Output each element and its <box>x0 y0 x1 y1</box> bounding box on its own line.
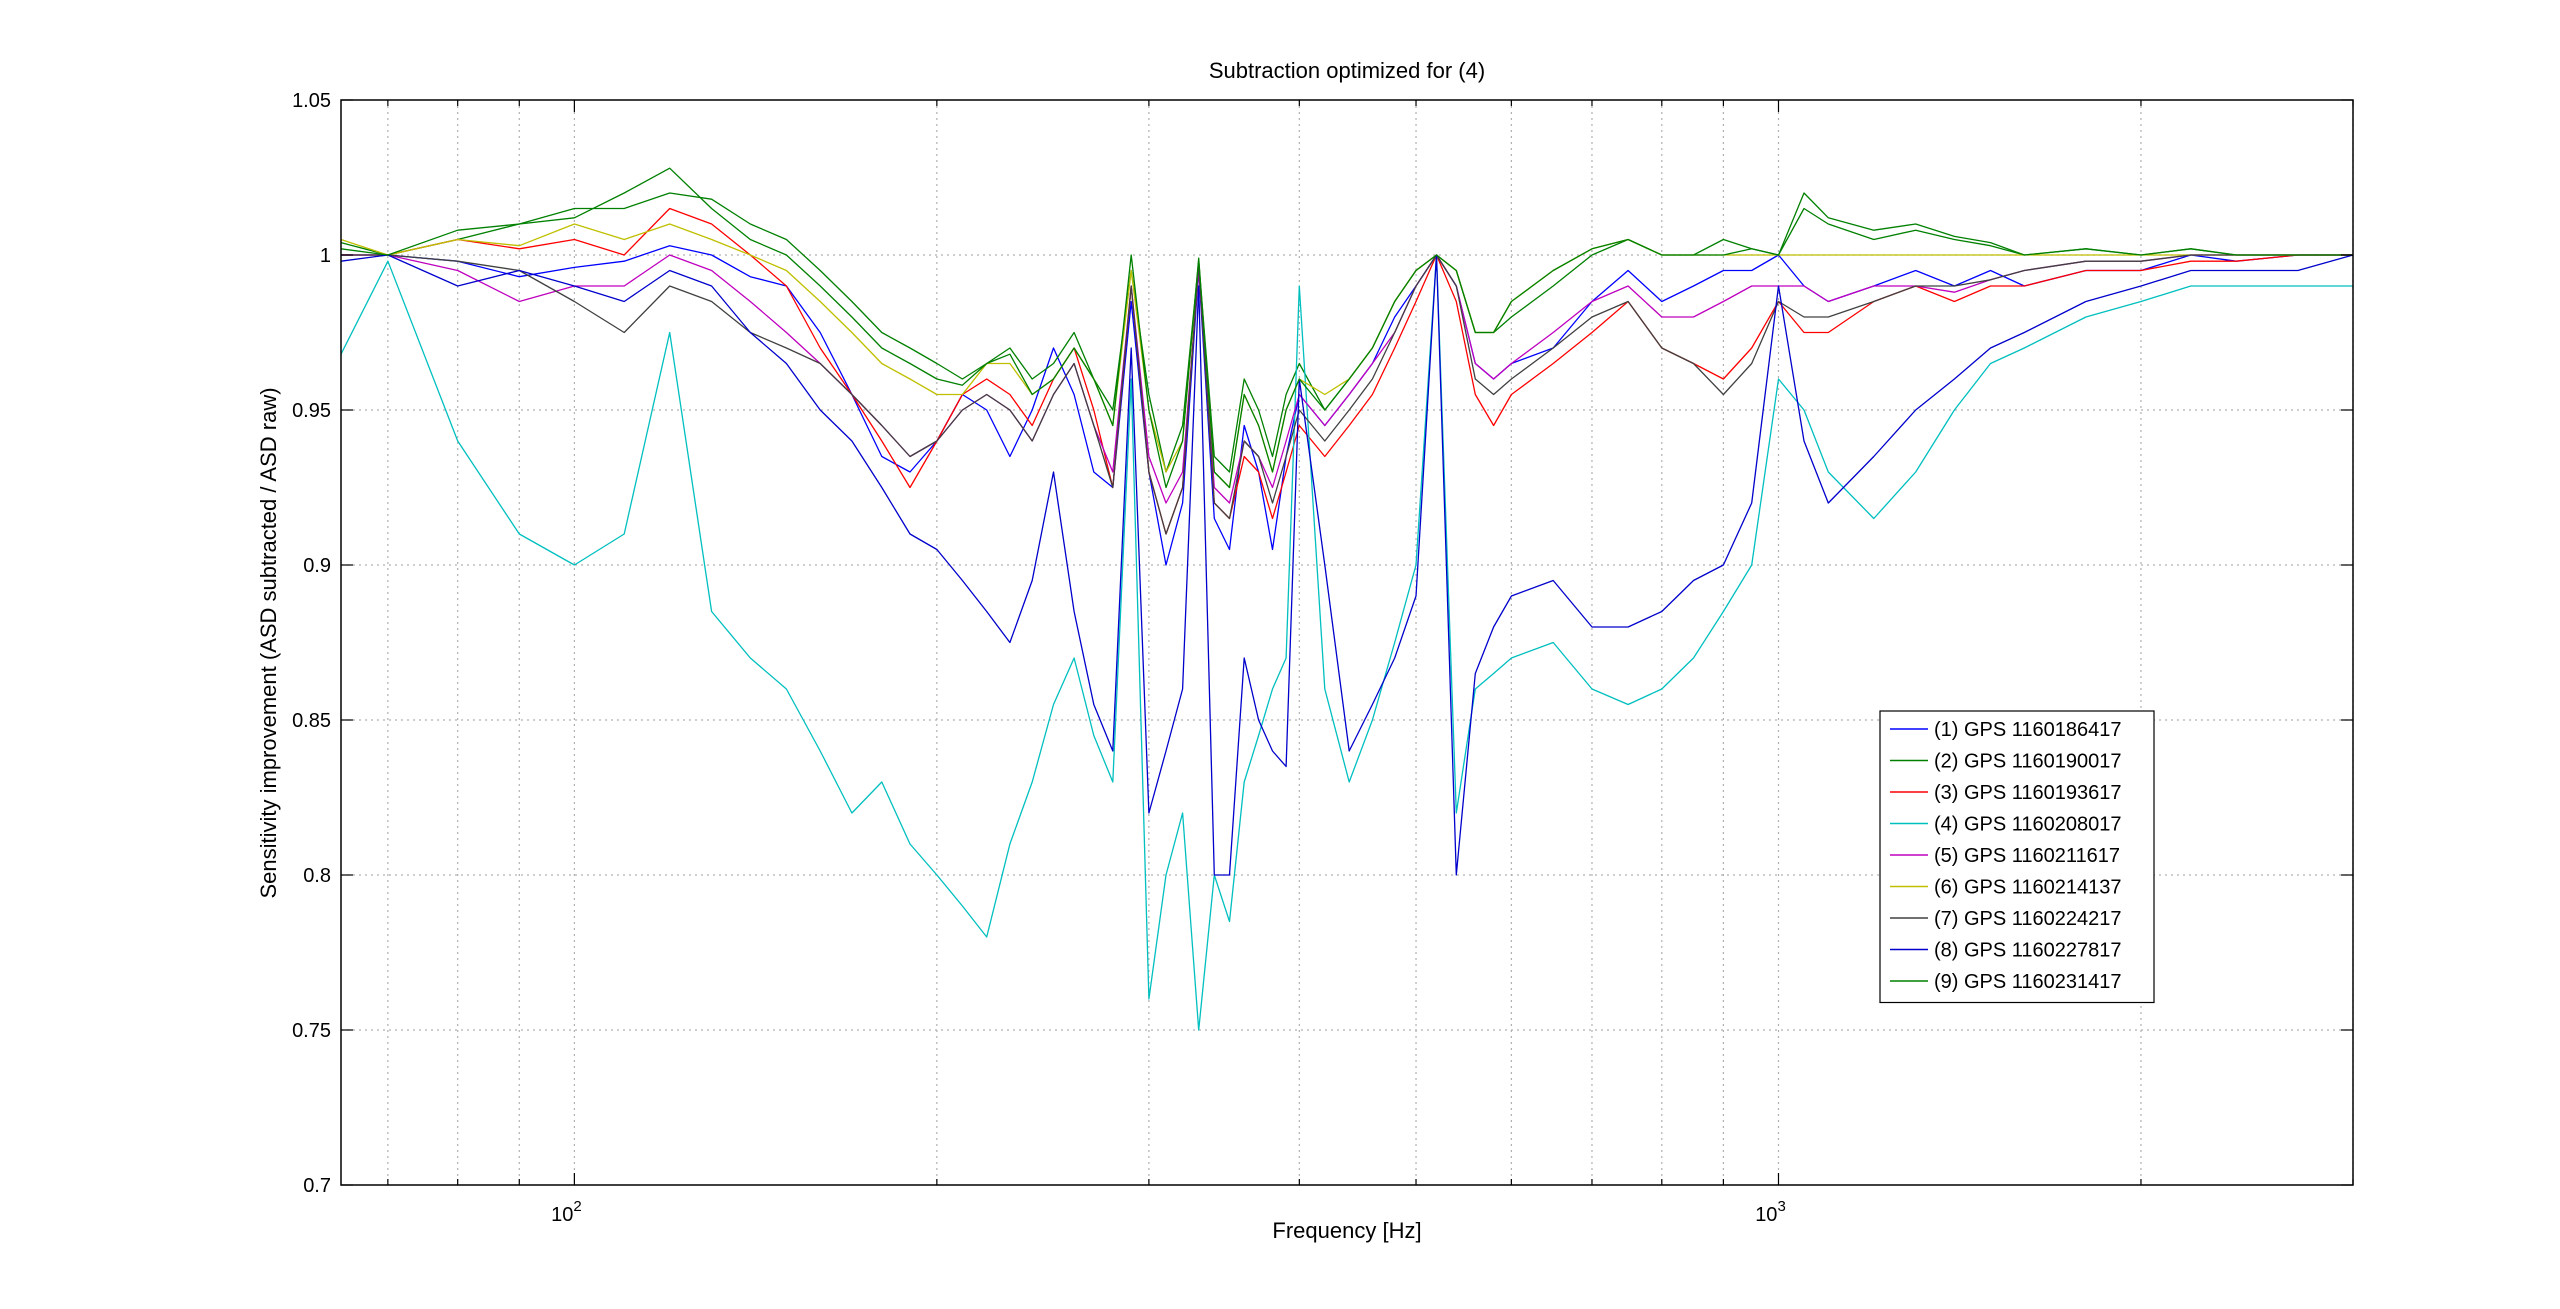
series-line-6 <box>340 223 2353 489</box>
series-line-8 <box>340 254 2354 876</box>
y-tick-label: 1 <box>320 245 331 267</box>
y-tick-label: 0.7 <box>303 1175 331 1197</box>
grid-lines <box>341 100 2354 1185</box>
x-tick-label-base: 10 <box>1755 1204 1777 1226</box>
y-axis-label: Sensitivity improvement (ASD subtracted … <box>256 387 281 898</box>
x-tick-label-exponent: 3 <box>1777 1198 1785 1215</box>
legend-entry: (8) GPS 1160227817 <box>1934 940 2122 962</box>
chart-title: Subtraction optimized for (4) <box>1209 58 1485 83</box>
legend-entry: (3) GPS 1160193617 <box>1934 782 2122 804</box>
y-tick-label: 0.75 <box>292 1020 331 1042</box>
legend-box <box>1879 710 2155 1004</box>
series-lines <box>340 167 2354 1031</box>
legend-entry: (7) GPS 1160224217 <box>1934 908 2122 930</box>
y-tick-label: 1.05 <box>292 90 331 112</box>
x-axis-label: Frequency [Hz] <box>1272 1218 1421 1243</box>
x-tick-label: 103 <box>1755 1198 1786 1226</box>
series-line-2 <box>340 192 2353 473</box>
legend-entry: (4) GPS 1160208017 <box>1934 814 2122 836</box>
y-tick-label: 0.85 <box>292 710 331 732</box>
series-line-4 <box>340 254 2353 1031</box>
legend-entry: (5) GPS 1160211617 <box>1934 845 2120 867</box>
series-line-5 <box>341 254 2353 504</box>
plot-frame <box>340 99 2354 1186</box>
x-tick-label-exponent: 2 <box>573 1198 581 1215</box>
legend-entry: (6) GPS 1160214137 <box>1934 877 2122 899</box>
legend-entry: (1) GPS 1160186417 <box>1934 719 2122 741</box>
legend-entry: (2) GPS 1160190017 <box>1934 751 2122 773</box>
legend-entry: (9) GPS 1160231417 <box>1934 971 2122 993</box>
legend: (1) GPS 1160186417 (2) GPS 1160190017 (3) … <box>1879 710 2155 1004</box>
series-line-9 <box>340 167 2353 489</box>
x-tick-label: 102 <box>551 1198 582 1226</box>
y-tick-label: 0.9 <box>303 555 331 577</box>
series-line-7 <box>341 254 2353 535</box>
x-tick-label-base: 10 <box>551 1204 573 1226</box>
y-tick-label: 0.8 <box>303 865 331 887</box>
y-tick-label: 0.95 <box>292 400 331 422</box>
series-line-3 <box>341 207 2353 535</box>
series-line-1 <box>341 245 2353 566</box>
